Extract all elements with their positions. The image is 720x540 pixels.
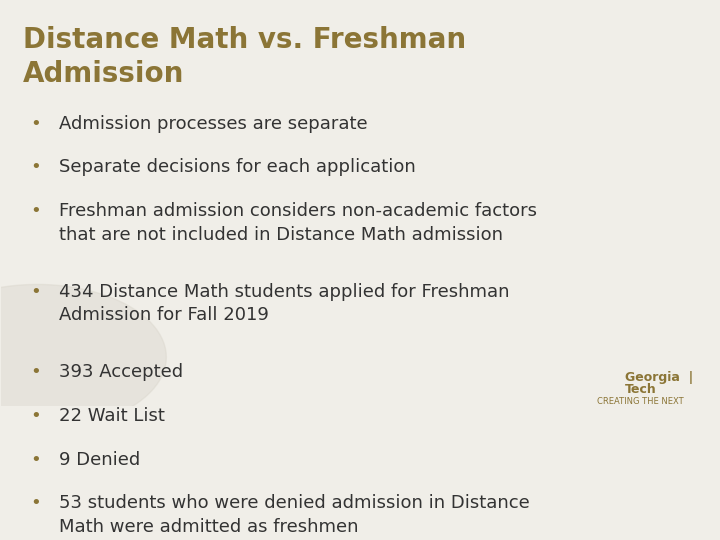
- Text: •: •: [30, 363, 41, 381]
- Text: •: •: [30, 283, 41, 301]
- Text: •: •: [30, 158, 41, 176]
- Text: Separate decisions for each application: Separate decisions for each application: [59, 158, 415, 176]
- Text: Admission processes are separate: Admission processes are separate: [59, 114, 367, 133]
- Text: 53 students who were denied admission in Distance
Math were admitted as freshmen: 53 students who were denied admission in…: [59, 495, 529, 536]
- Text: Freshman admission considers non-academic factors
that are not included in Dista: Freshman admission considers non-academi…: [59, 202, 537, 244]
- Text: Georgia  |: Georgia |: [626, 372, 693, 384]
- Text: •: •: [30, 451, 41, 469]
- Text: •: •: [30, 202, 41, 220]
- Text: •: •: [30, 407, 41, 425]
- Text: Distance Math vs. Freshman
Admission: Distance Math vs. Freshman Admission: [23, 25, 466, 88]
- Text: 393 Accepted: 393 Accepted: [59, 363, 183, 381]
- Text: 434 Distance Math students applied for Freshman
Admission for Fall 2019: 434 Distance Math students applied for F…: [59, 283, 509, 325]
- Text: •: •: [30, 495, 41, 512]
- Text: 9 Denied: 9 Denied: [59, 451, 140, 469]
- Text: Tech: Tech: [626, 383, 657, 396]
- Text: 22 Wait List: 22 Wait List: [59, 407, 165, 425]
- Text: CREATING THE NEXT: CREATING THE NEXT: [597, 397, 683, 406]
- Text: •: •: [30, 114, 41, 133]
- Polygon shape: [0, 285, 166, 430]
